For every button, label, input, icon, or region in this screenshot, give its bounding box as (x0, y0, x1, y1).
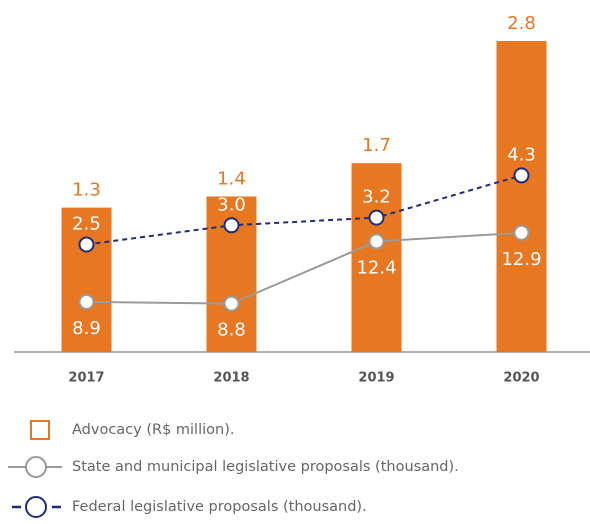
bar (351, 163, 402, 352)
point-value-label: 3.0 (217, 194, 246, 215)
line-point (78, 236, 95, 253)
line-point (223, 295, 240, 312)
bar-value-label: 1.4 (217, 169, 246, 190)
line-point (368, 233, 385, 250)
line (86, 174, 522, 246)
legend-marker (25, 456, 47, 478)
line (86, 231, 522, 305)
bar (496, 41, 547, 352)
point-value-label: 12.9 (501, 249, 541, 270)
line-point (513, 167, 530, 184)
legend-marker (30, 420, 50, 440)
line-point (368, 209, 385, 226)
x-tick-label: 2019 (358, 371, 394, 386)
point-value-label: 12.4 (356, 257, 396, 278)
bar-value-label: 1.3 (72, 180, 101, 201)
point-value-label: 8.9 (72, 318, 101, 339)
x-tick-label: 2017 (68, 371, 104, 386)
legend-marker (25, 496, 47, 518)
point-value-label: 3.2 (362, 187, 391, 208)
bar (61, 207, 112, 352)
x-tick-label: 2020 (503, 371, 539, 386)
x-tick-label: 2018 (213, 371, 249, 386)
bar-value-label: 2.8 (507, 13, 536, 34)
legend-label: Advocacy (R$ million). (72, 422, 234, 438)
legend-label: Federal legislative proposals (thousand)… (72, 499, 367, 515)
line-point (78, 293, 95, 310)
point-value-label: 8.8 (217, 320, 246, 341)
point-value-label: 2.5 (72, 213, 101, 234)
line-point (223, 217, 240, 234)
point-value-label: 4.3 (507, 144, 536, 165)
legend-label: State and municipal legislative proposal… (72, 459, 459, 475)
line-point (513, 224, 530, 241)
bar-value-label: 1.7 (362, 135, 391, 156)
